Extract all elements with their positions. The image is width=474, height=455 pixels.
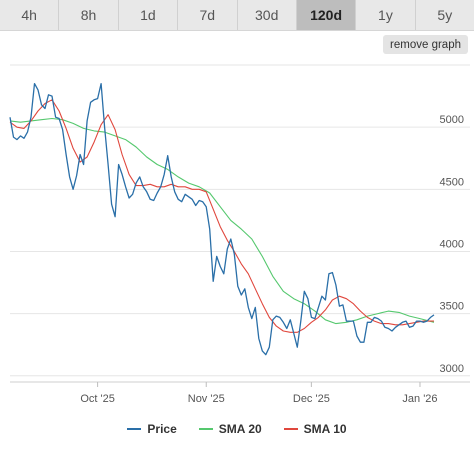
legend-item-sma20[interactable]: SMA 20	[198, 422, 262, 436]
legend-item-price[interactable]: Price	[127, 422, 177, 436]
series-line-sma20	[9, 117, 435, 325]
y-tick-label: 3000	[440, 363, 464, 375]
tab-4h[interactable]: 4h	[0, 0, 60, 30]
price-chart: 3000 3500 4000 4500 5000 Oct '25 Nov '25 Dec '2…	[9, 64, 470, 405]
timeframe-tabs: 4h 8h 1d 7d 30d 120d 1y 5y	[0, 0, 474, 31]
tab-7d[interactable]: 7d	[178, 0, 238, 30]
y-tick-label: 4000	[440, 238, 464, 250]
tab-1y[interactable]: 1y	[356, 0, 416, 30]
tab-1d[interactable]: 1d	[119, 0, 179, 30]
y-tick-label: 5000	[440, 114, 464, 126]
chart-legend: Price SMA 20 SMA 10	[0, 418, 474, 440]
legend-label-sma10: SMA 10	[303, 422, 347, 436]
series-line-sma10	[9, 99, 434, 333]
tab-120d[interactable]: 120d	[296, 0, 357, 30]
legend-label-price: Price	[147, 422, 177, 436]
x-tick-label: Oct '25	[80, 393, 115, 405]
series-lines	[9, 82, 435, 356]
tab-30d[interactable]: 30d	[238, 0, 297, 30]
legend-swatch-sma20	[198, 428, 213, 430]
y-tick-label: 3500	[440, 301, 464, 313]
remove-graph-button[interactable]: remove graph	[383, 35, 468, 54]
grid	[10, 64, 470, 377]
legend-item-sma10[interactable]: SMA 10	[283, 422, 347, 436]
tab-8h[interactable]: 8h	[59, 0, 119, 30]
tab-5y[interactable]: 5y	[437, 7, 453, 23]
legend-label-sma20: SMA 20	[218, 422, 262, 436]
axes: 3000 3500 4000 4500 5000 Oct '25 Nov '25 Dec '2…	[10, 114, 470, 405]
x-tick-label: Nov '25	[188, 393, 225, 405]
series-line-price	[9, 82, 435, 356]
y-tick-label: 4500	[440, 176, 464, 188]
legend-swatch-price	[127, 428, 142, 430]
x-tick-label: Jan '26	[402, 393, 437, 405]
legend-swatch-sma10	[283, 428, 298, 430]
x-tick-label: Dec '25	[293, 393, 330, 405]
